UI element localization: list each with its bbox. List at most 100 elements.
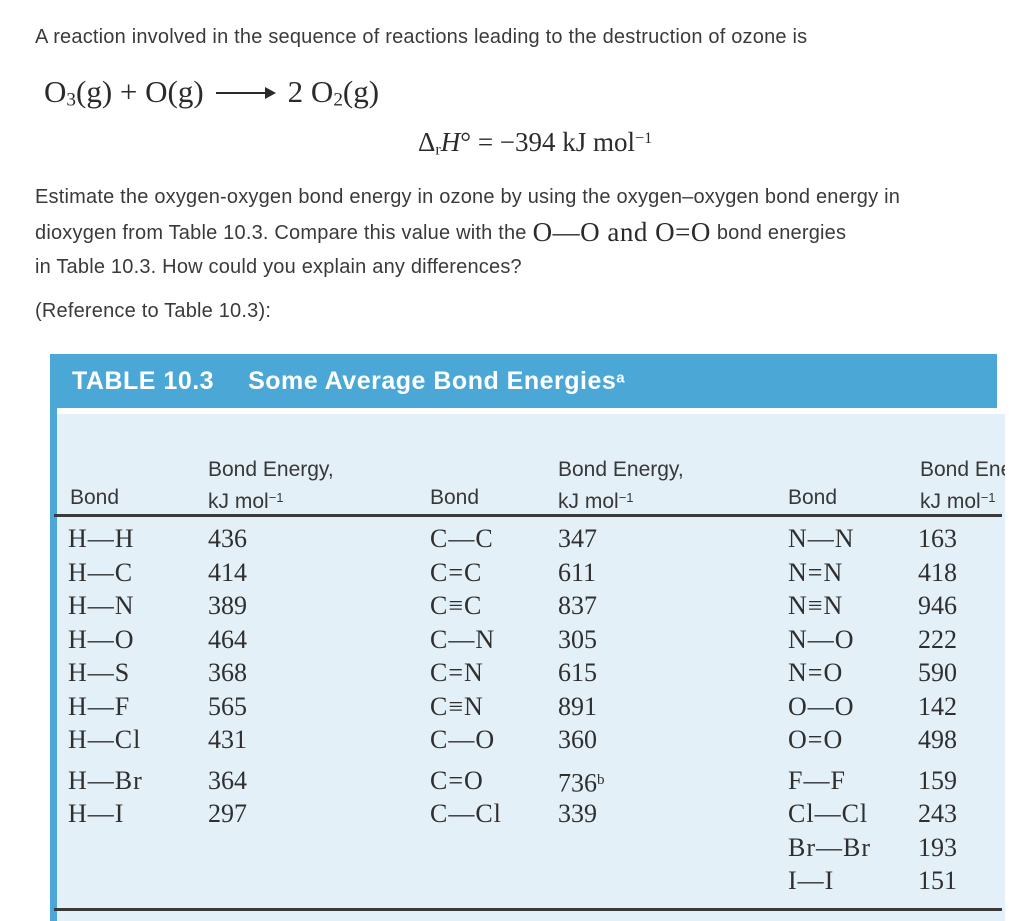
reference-note: (Reference to Table 10.3): [35,300,272,322]
col3-energy-header: Bond Energy, kJ mol−1 [920,456,1005,516]
bond-energy-cell: 193 [918,832,957,862]
table-row: H—C 414 [68,556,247,590]
bond-energy-table: TABLE 10.3 Some Average Bond Energiesa B… [50,354,1005,921]
table-column-2: C—C 347 C=C 611 C≡C 837 C—N 305 C=N 615 C≡N 891 C—O 3… [430,522,605,831]
bond-energy-cell: 615 [558,658,597,687]
table-row: C—O 360 [430,723,605,757]
bond-cell: H—N [68,591,135,620]
bond-energy-cell: 222 [918,624,957,654]
table-column-1: H—H 436 H—C 414 H—N 389 H—O 464 H—S 368 H—F 565 H—Cl… [68,522,247,831]
table-column-3: N—N 163 N=N 418 N≡N 946 N—O 222 N=O 590 O—O 142 O=O 4… [788,522,957,898]
table-left-accent-bar [50,354,57,921]
bond-energy-cell: 305 [558,624,597,654]
bond-cell: C=O [430,765,484,795]
bond-cell: H—F [68,691,131,721]
table-row: C≡C 837 [430,589,605,623]
bond-cell: N≡N [788,591,844,620]
bond-energy-cell: 565 [208,691,247,721]
question-line-2: dioxygen from Table 10.3. Compare this v… [35,217,846,248]
table-number-label: TABLE 10.3 [72,366,215,395]
table-row: Br—Br 193 [788,831,957,865]
column-1-group-2: H—Br 364 H—I 297 [68,764,247,831]
table-row: F—F 159 [788,764,957,798]
bond-cell: F—F [788,765,846,795]
reaction-arrow-icon [215,87,276,99]
bond-cell: H—O [68,624,135,654]
bond-energy-cell: 389 [208,591,247,620]
bond-energy-cell: 837 [558,591,597,620]
bond-cell: C=N [430,658,484,687]
bond-energy-cell: 297 [208,799,247,828]
header-rule [54,514,1002,517]
table-row: C=C 611 [430,556,605,590]
bond-cell: H—I [68,799,125,828]
table-row: I—I 151 [788,864,957,898]
col2-energy-header-line1: Bond Energy, [558,458,684,481]
bond-energy-cell: 498 [918,725,957,754]
table-row: H—Cl 431 [68,723,247,757]
bond-energy-cell: 142 [918,691,957,721]
bond-energy-cell: 946 [918,591,957,620]
table-row: H—O 464 [68,623,247,657]
bond-cell: C—C [430,524,494,553]
intro-text: A reaction involved in the sequence of r… [35,26,808,48]
bond-energy-cell: 418 [918,557,957,587]
bond-energy-cell: 243 [918,799,957,828]
table-row: H—N 389 [68,589,247,623]
bond-energy-cell: 347 [558,524,597,553]
table-title-bar: TABLE 10.3 Some Average Bond Energiesa [50,354,997,408]
question-line-3: in Table 10.3. How could you explain any… [35,256,522,278]
table-row: N=N 418 [788,556,957,590]
bond-energy-cell: 431 [208,725,247,754]
col1-energy-header: Bond Energy, kJ mol−1 [208,456,334,516]
column-3-group-1: N—N 163 N=N 418 N≡N 946 N—O 222 N=O 590 O—O 142 O=O 4… [788,522,957,757]
table-row: N—O 222 [788,623,957,657]
table-row: N=O 590 [788,656,957,690]
col1-energy-header-line1: Bond Energy, [208,458,334,481]
bond-energy-cell: 151 [918,866,957,895]
bond-energy-cell: 339 [558,799,597,828]
table-bottom-rule [54,908,1002,911]
bond-energy-cell: 364 [208,765,247,795]
table-row: O=O 498 [788,723,957,757]
bond-cell: C—Cl [430,799,502,828]
column-1-group-1: H—H 436 H—C 414 H—N 389 H—O 464 H—S 368 H—F 565 H—Cl… [68,522,247,757]
bond-energy-cell: 611 [558,557,597,587]
bond-cell: H—Cl [68,725,142,754]
table-row: H—Br 364 [68,764,247,798]
bond-cell: C—N [430,624,496,654]
table-row: C—Cl 339 [430,797,605,831]
column-3-group-2: F—F 159 Cl—Cl 243 Br—Br 193 I—I 151 [788,764,957,898]
table-row: C=O 736b [430,764,605,798]
column-2-group-1: C—C 347 C=C 611 C≡C 837 C—N 305 C=N 615 C≡N 891 C—O 3… [430,522,605,757]
bond-cell: H—C [68,557,134,587]
col1-energy-header-line2: kJ mol−1 [208,489,284,513]
bond-cell: H—Br [68,765,143,795]
col3-bond-header: Bond [788,486,838,509]
table-row: C—N 305 [430,623,605,657]
col2-energy-header: Bond Energy, kJ mol−1 [558,456,684,516]
col2-energy-header-line2: kJ mol−1 [558,489,634,513]
table-row: C=N 615 [430,656,605,690]
bond-energy-cell: 414 [208,557,247,587]
question-line-2-pre: dioxygen from Table 10.3. Compare this v… [35,222,527,244]
bond-cell: Br—Br [788,832,871,862]
table-row: N—N 163 [788,522,957,556]
col2-bond-header: Bond [430,486,480,509]
bond-cell: N=N [788,557,844,587]
bond-energy-cell: 159 [918,765,957,795]
bond-cell: H—H [68,524,135,553]
table-row: H—F 565 [68,690,247,724]
table-row: C≡N 891 [430,690,605,724]
reaction-equation: O3(g) + O(g) 2 O2(g) [44,74,379,111]
table-row: H—I 297 [68,797,247,831]
bond-energy-cell: 736b [558,768,605,798]
bond-cell: O=O [788,725,844,754]
bond-energy-cell: 464 [208,624,247,654]
col3-energy-header-line1: Bond Energy, [920,458,1005,481]
table-title-text: Some Average Bond Energiesa [248,366,626,395]
question-line-2-post: bond energies [716,222,847,244]
bond-cell: C—O [430,725,496,754]
bond-cell: C≡C [430,591,483,620]
